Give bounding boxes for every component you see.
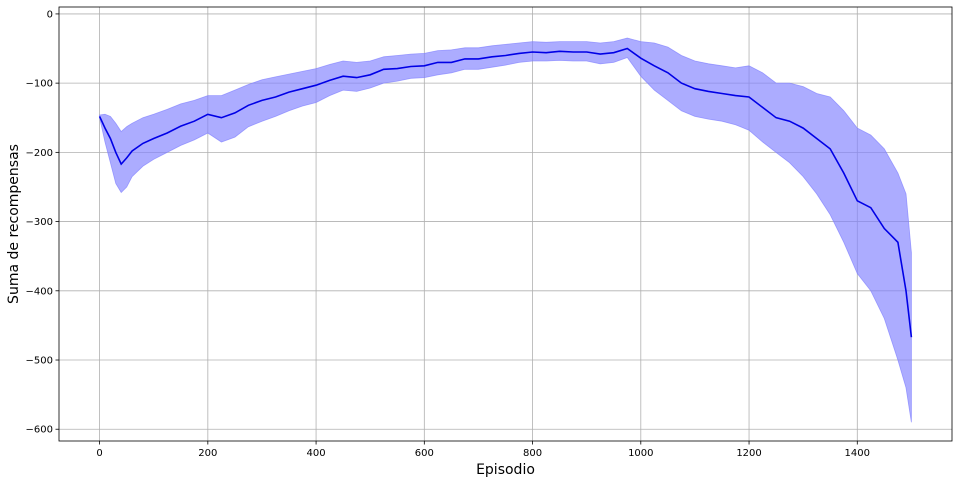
mean-reward-line	[98, 47, 913, 338]
std-band	[99, 37, 912, 423]
y-tick-label: −300	[26, 217, 53, 228]
y-tick-label: −100	[26, 79, 53, 90]
x-axis-ticks: 0 200 400 600 800 1000 1200 1400	[96, 441, 870, 459]
x-tick-label: 400	[307, 448, 326, 459]
grid-lines	[59, 7, 952, 441]
y-tick-label: 0	[47, 9, 53, 20]
y-tick-label: −600	[26, 425, 53, 436]
x-tick-label: 1400	[845, 448, 870, 459]
x-tick-label: 1200	[736, 448, 761, 459]
y-tick-label: −200	[26, 148, 53, 159]
x-tick-label: 200	[198, 448, 217, 459]
x-tick-label: 600	[415, 448, 434, 459]
x-tick-label: 1000	[628, 448, 653, 459]
y-axis-ticks: 0 −100 −200 −300 −400 −500 −600	[26, 9, 59, 436]
x-axis-label: Episodio	[476, 462, 535, 478]
y-tick-label: −500	[26, 356, 53, 367]
plot-frame	[58, 6, 953, 442]
y-axis-label: Suma de recompensas	[6, 144, 22, 304]
x-tick-label: 0	[96, 448, 102, 459]
x-tick-label: 800	[523, 448, 542, 459]
y-tick-label: −400	[26, 286, 53, 297]
